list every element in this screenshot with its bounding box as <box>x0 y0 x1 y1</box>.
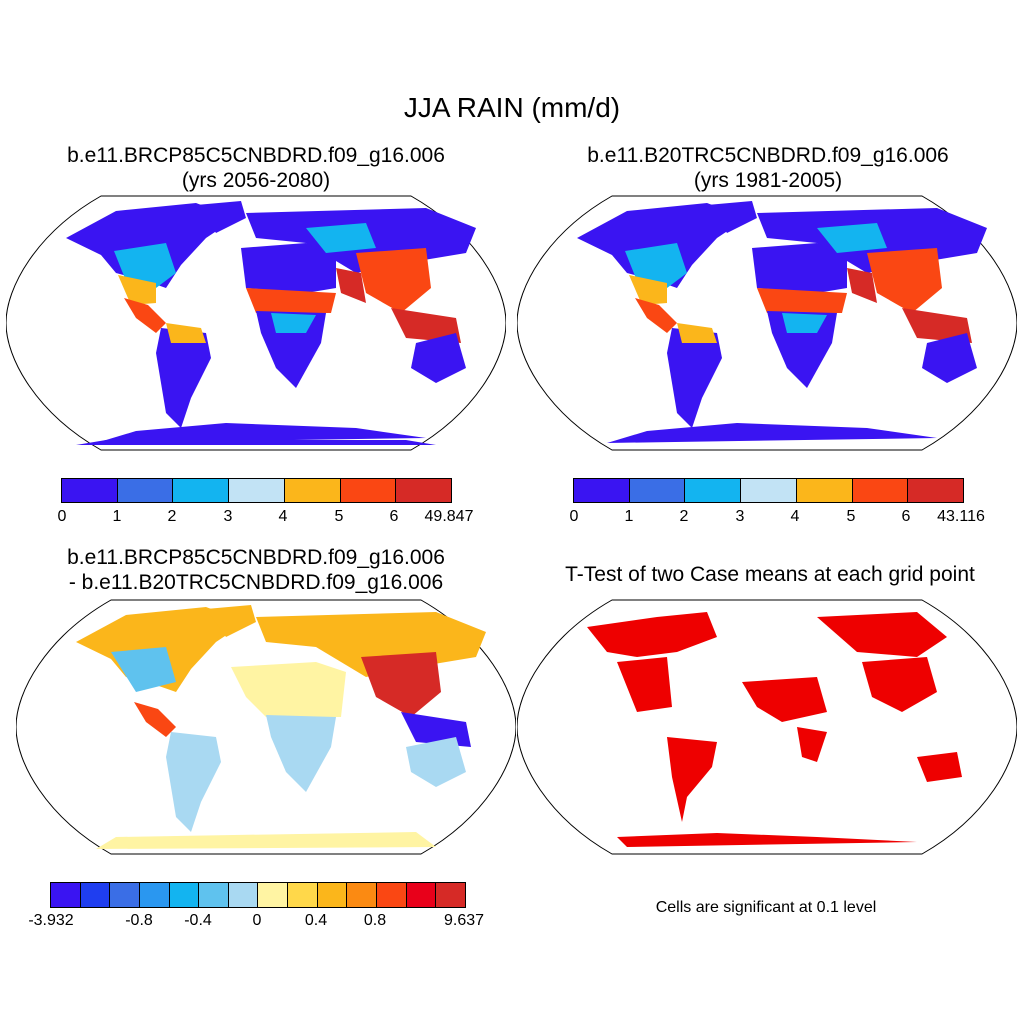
colorbar-swatch <box>229 479 285 502</box>
land-masses <box>66 201 476 445</box>
future-colorbar-tick: 4 <box>278 508 288 525</box>
colorbar-swatch <box>908 479 964 502</box>
difference-colorbar-tick: -0.4 <box>184 912 212 929</box>
land-masses <box>577 201 987 443</box>
difference-colorbar-tick: 9.637 <box>443 912 485 929</box>
historical-colorbar-tick: 0 <box>569 508 579 525</box>
historical-years: (yrs 1981-2005) <box>693 169 843 192</box>
historical-colorbar <box>573 478 964 503</box>
colorbar-swatch <box>117 479 174 502</box>
colorbar-swatch <box>169 883 200 907</box>
difference-rain-map <box>16 599 516 855</box>
future-colorbar-tick: 1 <box>112 508 122 525</box>
future-panel-title: b.e11.BRCP85C5CNBDRD.f09_g16.006 (yrs 20… <box>16 143 496 193</box>
future-case-name: b.e11.BRCP85C5CNBDRD.f09_g16.006 <box>67 144 445 167</box>
colorbar-swatch <box>199 883 229 907</box>
colorbar-swatch <box>406 883 437 907</box>
future-rain-map <box>6 195 506 451</box>
historical-colorbar-tick: 6 <box>901 508 911 525</box>
future-colorbar <box>61 478 452 503</box>
colorbar-swatch <box>436 883 465 907</box>
colorbar-swatch <box>173 479 230 502</box>
colorbar-swatch <box>796 479 853 502</box>
colorbar-swatch <box>741 479 797 502</box>
difference-colorbar-tick: -0.8 <box>125 912 153 929</box>
historical-case-name: b.e11.B20TRC5CNBDRD.f09_g16.006 <box>587 144 949 167</box>
colorbar-swatch <box>347 883 378 907</box>
future-colorbar-tick: 3 <box>223 508 233 525</box>
colorbar-swatch <box>62 479 118 502</box>
future-colorbar-tick: 5 <box>334 508 344 525</box>
colorbar-swatch <box>340 479 397 502</box>
land-masses <box>76 605 486 849</box>
colorbar-swatch <box>228 883 259 907</box>
colorbar-swatch <box>377 883 407 907</box>
historical-colorbar-tick: 3 <box>735 508 745 525</box>
historical-colorbar-tick: 1 <box>624 508 634 525</box>
difference-colorbar-tick: 0 <box>252 912 262 929</box>
figure-title: JJA RAIN (mm/d) <box>403 92 621 123</box>
difference-colorbar-tick: 0.8 <box>363 912 387 929</box>
colorbar-swatch <box>51 883 81 907</box>
significant-cells <box>587 612 962 847</box>
colorbar-swatch <box>80 883 111 907</box>
colorbar-swatch <box>685 479 742 502</box>
historical-colorbar-tick: 43.116 <box>937 508 985 525</box>
historical-colorbar-tick: 2 <box>679 508 689 525</box>
future-colorbar-tick: 49.847 <box>424 508 474 525</box>
historical-rain-map <box>517 195 1017 451</box>
future-colorbar-tick: 0 <box>57 508 67 525</box>
colorbar-swatch <box>574 479 630 502</box>
colorbar-swatch <box>288 883 318 907</box>
colorbar-swatch <box>852 479 909 502</box>
historical-panel-title: b.e11.B20TRC5CNBDRD.f09_g16.006 (yrs 198… <box>528 143 1008 193</box>
future-colorbar-tick: 2 <box>167 508 177 525</box>
significance-note: Cells are significant at 0.1 level <box>655 899 877 916</box>
colorbar-swatch <box>284 479 341 502</box>
ttest-significance-map <box>517 599 1017 855</box>
colorbar-swatch <box>396 479 452 502</box>
historical-colorbar-tick: 4 <box>790 508 800 525</box>
difference-colorbar-tick: 0.4 <box>304 912 328 929</box>
difference-panel-title: b.e11.BRCP85C5CNBDRD.f09_g16.006 - b.e11… <box>16 545 496 595</box>
difference-colorbar <box>50 882 466 908</box>
future-years: (yrs 2056-2080) <box>181 169 331 192</box>
difference-case-b: - b.e11.B20TRC5CNBDRD.f09_g16.006 <box>68 571 444 594</box>
colorbar-swatch <box>317 883 348 907</box>
difference-case-a: b.e11.BRCP85C5CNBDRD.f09_g16.006 <box>67 546 445 569</box>
ttest-panel-title: T-Test of two Case means at each grid po… <box>565 563 975 586</box>
historical-colorbar-tick: 5 <box>846 508 856 525</box>
colorbar-swatch <box>629 479 686 502</box>
future-colorbar-tick: 6 <box>389 508 399 525</box>
colorbar-swatch <box>139 883 170 907</box>
difference-colorbar-tick: -3.932 <box>28 912 74 929</box>
colorbar-swatch <box>258 883 289 907</box>
colorbar-swatch <box>110 883 140 907</box>
